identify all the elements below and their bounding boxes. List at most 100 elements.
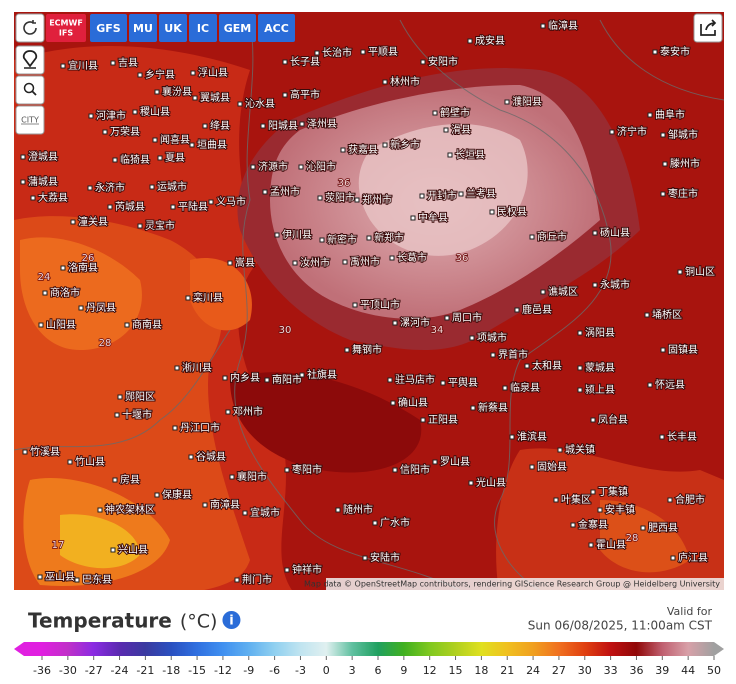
model-tab[interactable]	[258, 14, 295, 42]
city-label[interactable]: 神农架林区	[104, 502, 156, 517]
city-label[interactable]: 长葛市	[396, 250, 428, 265]
city-label[interactable]: 禹州市	[349, 254, 381, 269]
city-label[interactable]: 濮阳县	[511, 94, 543, 109]
city-label[interactable]: 曲阜市	[654, 107, 686, 122]
city-label[interactable]: 光山县	[475, 475, 507, 490]
city-label[interactable]: 民权县	[496, 204, 528, 219]
city-label[interactable]: 吉县	[117, 56, 139, 70]
city-label[interactable]: 长丰县	[666, 429, 698, 444]
city-label[interactable]: 新蔡县	[477, 400, 509, 415]
city-label[interactable]: 平陆县	[177, 199, 209, 214]
city-label[interactable]: 林州市	[389, 74, 421, 89]
city-label[interactable]: 罗山县	[439, 455, 471, 469]
city-label[interactable]: 合肥市	[674, 492, 706, 507]
city-button[interactable]	[15, 105, 45, 135]
city-label[interactable]: 义马市	[215, 194, 247, 209]
city-label[interactable]: 平舆县	[447, 375, 479, 390]
city-label[interactable]: 商丘市	[536, 229, 568, 244]
city-label[interactable]: 中牟县	[417, 210, 449, 225]
share-button[interactable]	[693, 13, 723, 43]
city-label[interactable]: 鹿邑县	[521, 302, 553, 317]
city-label[interactable]: 巴东县	[81, 572, 113, 587]
city-label[interactable]: 伊川县	[281, 228, 313, 242]
city-label[interactable]: 城关镇	[564, 442, 596, 457]
city-label[interactable]: 鹤壁市	[439, 105, 471, 120]
city-label[interactable]: 颍上县	[584, 382, 616, 397]
city-label[interactable]: 枣阳市	[291, 462, 323, 477]
city-label[interactable]: 信阳市	[399, 462, 431, 477]
city-label[interactable]: 荥阳市	[324, 190, 356, 205]
city-label[interactable]: 新密市	[326, 232, 358, 247]
city-label[interactable]: 社旗县	[306, 367, 338, 382]
city-label[interactable]: 澄城县	[27, 149, 59, 164]
city-label[interactable]: 怀远县	[654, 378, 686, 392]
city-label[interactable]: 襄汾县	[161, 84, 193, 99]
city-label[interactable]: 界首市	[497, 347, 529, 362]
city-label[interactable]: 周口市	[451, 310, 483, 325]
city-label[interactable]: 万荣县	[109, 125, 141, 139]
city-label[interactable]: 平顶山市	[359, 297, 401, 312]
model-tab[interactable]	[159, 14, 187, 42]
city-label[interactable]: 荆门市	[241, 572, 273, 587]
city-label[interactable]: 绛县	[209, 118, 231, 133]
city-label[interactable]: 驻马店市	[394, 372, 436, 387]
city-label[interactable]: 丁集镇	[597, 484, 629, 499]
city-label[interactable]: 太和县	[531, 358, 563, 373]
city-label[interactable]: 涡阳县	[584, 326, 616, 340]
model-tab[interactable]	[129, 14, 157, 42]
city-label[interactable]: 夏县	[164, 151, 186, 165]
city-label[interactable]: 庐江县	[677, 550, 709, 565]
city-label[interactable]: 沁阳市	[305, 159, 337, 174]
location-button[interactable]	[15, 45, 45, 75]
city-label[interactable]: 砀山县	[599, 226, 631, 240]
city-label[interactable]: 兴山县	[117, 543, 149, 557]
city-label[interactable]: 蒲城县	[27, 174, 59, 189]
city-label[interactable]: 谯城区	[547, 284, 579, 299]
city-label[interactable]: 舞钢市	[351, 342, 383, 357]
city-label[interactable]: 垣曲县	[196, 138, 228, 152]
city-label[interactable]: 漯河市	[399, 315, 431, 330]
city-label[interactable]: 霍山县	[595, 538, 627, 552]
city-label[interactable]: 丹江口市	[179, 420, 221, 435]
city-label[interactable]: 安阳市	[427, 54, 459, 69]
city-label[interactable]: 淮滨县	[516, 429, 548, 444]
city-label[interactable]: 郧阳区	[124, 390, 156, 404]
city-label[interactable]: 金寨县	[577, 517, 609, 532]
city-label[interactable]: 灵宝市	[144, 218, 176, 233]
city-label[interactable]: 济宁市	[616, 124, 648, 139]
city-label[interactable]: 泽州县	[306, 117, 338, 131]
city-label[interactable]: 滑县	[450, 123, 472, 137]
city-label[interactable]: 宜川县	[67, 58, 99, 73]
city-label[interactable]: 邓州市	[232, 404, 264, 419]
city-label[interactable]: 长治市	[321, 45, 353, 60]
city-label[interactable]: 南阳市	[271, 372, 303, 387]
city-label[interactable]: 成安县	[474, 33, 506, 48]
city-label[interactable]: 埇桥区	[651, 308, 683, 322]
model-tab-active[interactable]	[46, 14, 86, 42]
city-label[interactable]: 固镇县	[667, 342, 699, 357]
city-label[interactable]: 凤台县	[597, 412, 629, 427]
city-label[interactable]: 嵩县	[234, 256, 256, 270]
city-label[interactable]: 南漳县	[209, 497, 241, 512]
info-button[interactable]	[222, 611, 241, 629]
city-label[interactable]: 兰考县	[465, 186, 497, 201]
city-label[interactable]: 长子县	[289, 55, 321, 69]
model-tab[interactable]	[189, 14, 217, 42]
city-label[interactable]: 临漳县	[547, 18, 579, 33]
city-label[interactable]: 稷山县	[139, 105, 171, 119]
city-label[interactable]: 丹凤县	[85, 301, 117, 315]
city-label[interactable]: 高平市	[289, 87, 321, 102]
city-label[interactable]: 芮城县	[114, 199, 146, 214]
city-label[interactable]: 孟州市	[269, 184, 301, 199]
city-label[interactable]: 汝州市	[299, 255, 331, 270]
city-label[interactable]: 铜山区	[684, 265, 716, 279]
city-label[interactable]: 固始县	[536, 459, 568, 474]
city-label[interactable]: 山阳县	[45, 318, 77, 332]
city-label[interactable]: 安陆市	[369, 550, 401, 565]
city-label[interactable]: 临猗县	[119, 152, 151, 167]
city-label[interactable]: 肥西县	[647, 521, 679, 535]
model-tab[interactable]	[90, 14, 127, 42]
city-label[interactable]: 十堰市	[121, 407, 153, 422]
city-label[interactable]: 商南县	[131, 317, 163, 332]
city-label[interactable]: 谷城县	[195, 450, 227, 464]
